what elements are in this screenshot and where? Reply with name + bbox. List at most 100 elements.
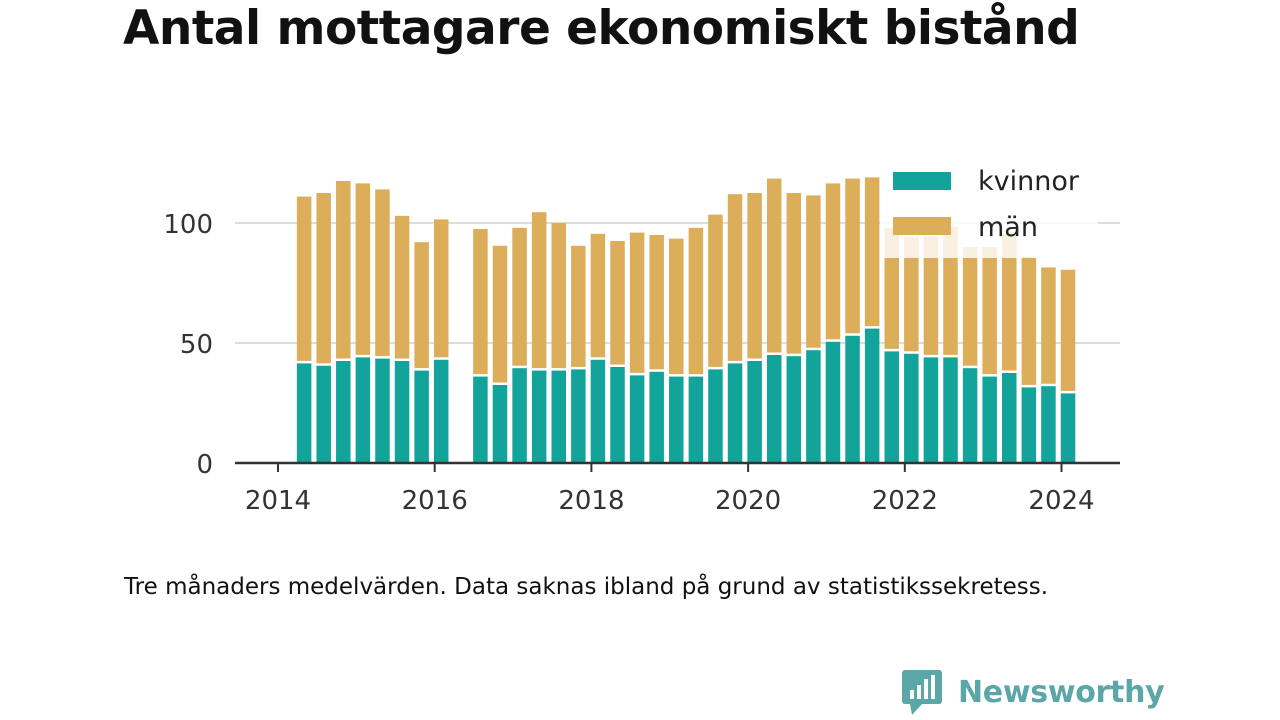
bar-kvinnor: [904, 353, 919, 463]
bar-kvinnor: [923, 357, 939, 463]
bar-man: [512, 227, 527, 366]
bar-kvinnor: [727, 363, 743, 463]
bar-kvinnor: [806, 350, 821, 463]
bar-man: [375, 189, 390, 357]
bar-kvinnor: [864, 328, 880, 463]
chart-title: Antal mottagare ekonomiskt bistånd: [123, 1, 1080, 56]
bar-man: [904, 237, 919, 352]
bar-man: [551, 223, 567, 369]
bar-man: [1041, 267, 1056, 384]
bar-man: [727, 194, 743, 361]
bar-kvinnor: [766, 355, 782, 463]
bar-man: [923, 236, 939, 355]
legend-swatch-man: [893, 217, 951, 235]
bar-man: [649, 235, 664, 370]
bar-man: [629, 232, 645, 373]
bar-kvinnor: [825, 341, 841, 463]
bar-kvinnor: [531, 370, 547, 463]
legend-swatch-kvinnor: [893, 172, 951, 190]
x-tick-label: 2016: [402, 486, 468, 516]
bar-man: [336, 181, 351, 359]
bar-man: [610, 241, 625, 365]
bar-kvinnor: [629, 375, 645, 463]
bar-kvinnor: [943, 357, 958, 463]
bar-kvinnor: [590, 359, 606, 463]
bar-man: [316, 193, 331, 364]
bars: [296, 177, 1076, 463]
bar-kvinnor: [982, 376, 997, 463]
bar-man: [1002, 233, 1017, 371]
bar-man: [943, 226, 958, 355]
brand-name: Newsworthy: [958, 674, 1165, 710]
x-tick-label: 2022: [872, 486, 938, 516]
bar-kvinnor: [512, 368, 527, 463]
bar-kvinnor: [316, 365, 331, 463]
bar-man: [688, 227, 704, 375]
bar-man: [864, 177, 880, 327]
bar-man: [590, 233, 606, 358]
bar-man: [982, 247, 997, 375]
bar-kvinnor: [669, 376, 684, 463]
bar-kvinnor: [610, 367, 625, 463]
x-tick-label: 2020: [715, 486, 781, 516]
bar-kvinnor: [845, 335, 860, 463]
bar-kvinnor: [551, 370, 567, 463]
bar-man: [433, 219, 449, 358]
bar-man: [355, 183, 371, 355]
bar-kvinnor: [296, 363, 312, 463]
bar-man: [394, 215, 410, 359]
brand-logo[interactable]: Newsworthy: [902, 668, 1165, 716]
bar-kvinnor: [1002, 373, 1017, 463]
bar-kvinnor: [747, 361, 762, 463]
bar-man: [492, 245, 508, 383]
bar-man: [766, 178, 782, 353]
bar-kvinnor: [375, 358, 390, 463]
bar-kvinnor: [433, 359, 449, 463]
legend-label-man: män: [978, 212, 1038, 243]
bar-kvinnor: [571, 369, 586, 463]
y-tick-label: 50: [180, 330, 213, 360]
bar-man: [296, 196, 312, 361]
bar-kvinnor: [688, 376, 704, 463]
bar-man: [806, 195, 821, 348]
bar-kvinnor: [1060, 393, 1076, 463]
legend: kvinnor män: [880, 160, 1098, 258]
bar-kvinnor: [355, 357, 371, 463]
bar-man: [845, 178, 860, 334]
bar-man: [531, 212, 547, 369]
bar-kvinnor: [786, 356, 802, 463]
bar-kvinnor: [336, 361, 351, 463]
bar-kvinnor: [1041, 386, 1056, 463]
bar-man: [962, 247, 978, 366]
bar-kvinnor: [884, 351, 899, 463]
bar-man: [747, 193, 762, 359]
bar-man: [473, 229, 488, 375]
bar-man: [1021, 256, 1037, 385]
bar-man: [571, 245, 586, 367]
bar-man: [669, 238, 684, 375]
bar-man: [884, 227, 899, 349]
bar-kvinnor: [962, 368, 978, 463]
bar-man: [708, 214, 723, 367]
axes: 0 50 100 2014 2016 2018 2020 2022 2024: [163, 210, 1120, 516]
bar-kvinnor: [394, 361, 410, 463]
bar-man: [1060, 269, 1076, 391]
legend-label-kvinnor: kvinnor: [978, 166, 1080, 197]
bar-kvinnor: [473, 376, 488, 463]
x-tick-label: 2018: [558, 486, 624, 516]
x-tick-label: 2024: [1028, 486, 1094, 516]
stacked-bar-chart: 0 50 100 2014 2016 2018 2020 2022 2024 kvinnor m…: [163, 160, 1120, 516]
bar-kvinnor: [492, 385, 508, 463]
x-tick-label: 2014: [245, 486, 311, 516]
y-tick-label: 100: [163, 210, 213, 240]
bar-kvinnor: [1021, 387, 1037, 463]
bar-man: [414, 242, 429, 369]
bar-kvinnor: [414, 370, 429, 463]
bar-man: [825, 183, 841, 340]
bar-kvinnor: [649, 371, 664, 463]
y-tick-label: 0: [196, 450, 213, 480]
newsworthy-bar-chart-bubble-icon: [902, 670, 942, 715]
bar-kvinnor: [708, 369, 723, 463]
footnote: Tre månaders medelvärden. Data saknas ib…: [124, 574, 1049, 600]
bar-man: [786, 193, 802, 354]
